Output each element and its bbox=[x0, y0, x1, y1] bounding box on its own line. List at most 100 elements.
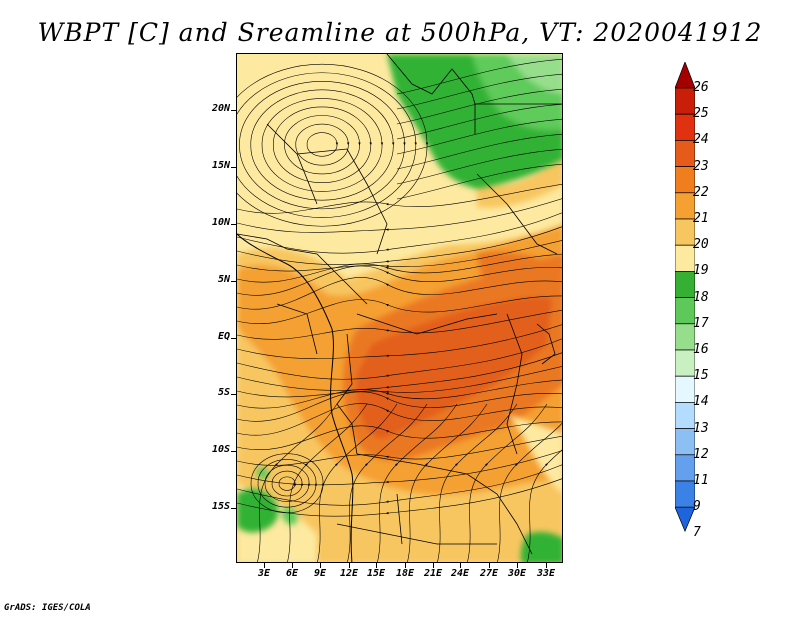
lat-label-15s: 15S bbox=[211, 501, 230, 512]
lon-label-33e: 33E bbox=[536, 568, 556, 579]
colorbar-segment bbox=[675, 454, 695, 482]
colorbar-label: 15 bbox=[693, 368, 709, 384]
colorbar-top-arrow bbox=[675, 62, 695, 89]
streamline bbox=[261, 98, 384, 192]
lon-tick bbox=[264, 563, 265, 568]
streamline bbox=[237, 450, 562, 486]
colorbar-segment bbox=[675, 140, 695, 167]
streamline bbox=[237, 198, 562, 233]
streamline bbox=[237, 265, 562, 296]
colorbar-segment bbox=[675, 375, 695, 403]
map-panel bbox=[236, 53, 563, 563]
wbpt-streamline-map bbox=[237, 54, 562, 562]
colorbar-label: 12 bbox=[693, 446, 709, 462]
streamline bbox=[396, 148, 562, 185]
streamline bbox=[317, 403, 398, 562]
lat-label-10n: 10N bbox=[211, 217, 230, 228]
lat-tick bbox=[231, 281, 236, 282]
lat-label-20n: 20N bbox=[211, 103, 230, 114]
lon-tick bbox=[405, 563, 406, 568]
streamline bbox=[237, 421, 562, 451]
colorbar-label: 16 bbox=[693, 342, 709, 357]
colorbar-segment bbox=[675, 87, 695, 115]
footer-credit: GrADS: IGES/COLA bbox=[4, 603, 91, 613]
streamline bbox=[237, 391, 562, 422]
streamline bbox=[437, 403, 518, 562]
lon-label-15e: 15E bbox=[366, 568, 386, 579]
colorbar-segment bbox=[675, 480, 695, 508]
streamline bbox=[257, 459, 318, 508]
lon-tick bbox=[320, 563, 321, 568]
lat-label-15n: 15N bbox=[211, 160, 230, 171]
colorbar-label: 13 bbox=[693, 420, 709, 436]
lon-tick bbox=[460, 563, 461, 568]
lon-label-27e: 27E bbox=[479, 568, 499, 579]
colorbar-segment bbox=[675, 323, 695, 351]
streamline bbox=[287, 403, 368, 562]
streamline bbox=[497, 422, 562, 562]
streamline bbox=[237, 63, 429, 227]
colorbar-segment bbox=[675, 271, 695, 298]
colorbar-label: 17 bbox=[693, 315, 709, 331]
streamline bbox=[237, 240, 562, 272]
lat-tick bbox=[231, 167, 236, 168]
streamline bbox=[396, 103, 562, 140]
lon-label-30e: 30E bbox=[507, 568, 527, 579]
lon-label-3e: 3E bbox=[257, 568, 271, 579]
streamline bbox=[257, 403, 338, 562]
streamline bbox=[239, 81, 406, 210]
lon-label-12e: 12E bbox=[339, 568, 359, 579]
streamline bbox=[396, 73, 562, 110]
colorbar-segment bbox=[675, 166, 695, 194]
streamline bbox=[237, 212, 562, 254]
streamline bbox=[237, 436, 562, 466]
lon-label-9e: 9E bbox=[313, 568, 327, 579]
streamline bbox=[237, 277, 562, 310]
lon-label-24e: 24E bbox=[450, 568, 470, 579]
colorbar-segment bbox=[675, 349, 695, 377]
colorbar-segment bbox=[675, 402, 695, 429]
lat-tick bbox=[231, 394, 236, 395]
streamline bbox=[237, 366, 562, 398]
streamline bbox=[527, 449, 562, 562]
streamline bbox=[237, 226, 562, 265]
streamline bbox=[237, 352, 562, 391]
streamline bbox=[237, 324, 562, 360]
streamlines bbox=[237, 58, 562, 562]
colorbar-label: 21 bbox=[693, 211, 709, 226]
colorbar-segment bbox=[675, 297, 695, 325]
colorbar-label: 25 bbox=[693, 106, 709, 122]
lon-label-18e: 18E bbox=[395, 568, 415, 579]
streamline bbox=[264, 464, 311, 502]
lat-tick bbox=[231, 224, 236, 225]
colorbar-label: 20 bbox=[693, 237, 709, 253]
colorbar-segment bbox=[675, 428, 695, 456]
streamline bbox=[237, 253, 562, 283]
streamline bbox=[237, 403, 562, 436]
country-boundaries bbox=[237, 54, 562, 555]
streamline bbox=[272, 106, 372, 184]
streamline bbox=[377, 403, 458, 562]
lat-label-5s: 5S bbox=[217, 387, 230, 398]
streamline bbox=[396, 118, 562, 155]
streamline bbox=[271, 470, 304, 497]
color-legend-bar bbox=[675, 62, 695, 533]
lat-tick bbox=[231, 508, 236, 509]
streamline bbox=[278, 476, 297, 491]
streamline bbox=[237, 184, 562, 214]
colorbar-label: 18 bbox=[693, 289, 709, 305]
streamline bbox=[407, 403, 488, 562]
coastline bbox=[237, 233, 354, 562]
streamline bbox=[237, 379, 562, 409]
colorbar-label: 24 bbox=[693, 132, 709, 148]
lat-label-5n: 5N bbox=[217, 274, 230, 285]
lon-label-21e: 21E bbox=[423, 568, 443, 579]
lat-label-eq: EQ bbox=[217, 331, 230, 342]
colorbar-label: 26 bbox=[693, 80, 709, 95]
lat-tick bbox=[231, 451, 236, 452]
field-green-patches bbox=[237, 467, 562, 562]
lon-tick bbox=[349, 563, 350, 568]
streamline bbox=[237, 310, 562, 340]
lat-label-10s: 10S bbox=[211, 444, 230, 455]
lon-label-6e: 6E bbox=[285, 568, 299, 579]
